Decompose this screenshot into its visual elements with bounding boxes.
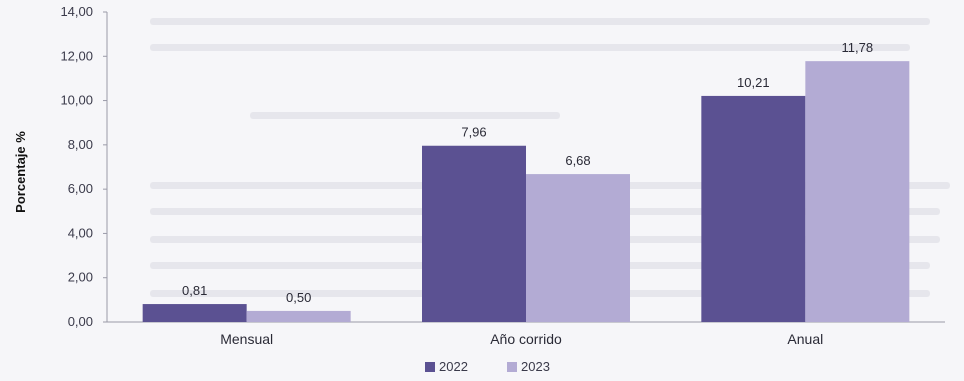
y-tick-label: 8,00 xyxy=(68,137,93,152)
y-axis-ticks: 0,00 2,00 4,00 6,00 8,00 10,00 12,00 14,00 xyxy=(60,4,107,329)
x-category-label: Año corrido xyxy=(490,331,562,347)
data-label: 11,78 xyxy=(842,40,874,55)
background-text-line xyxy=(150,44,910,51)
y-tick-label: 0,00 xyxy=(68,314,93,329)
x-category-label: Anual xyxy=(787,331,823,347)
data-label: 0,50 xyxy=(286,290,311,305)
legend-label: 2023 xyxy=(521,359,550,374)
bar-2022-1 xyxy=(422,145,526,322)
legend-label: 2022 xyxy=(439,359,468,374)
data-label: 0,81 xyxy=(182,283,207,298)
y-tick-label: 6,00 xyxy=(68,181,93,196)
y-tick-label: 10,00 xyxy=(60,93,93,108)
data-label: 6,68 xyxy=(565,153,590,168)
background-text-line xyxy=(250,112,560,119)
y-tick-label: 12,00 xyxy=(60,48,93,63)
bar-2022-0 xyxy=(142,304,247,322)
y-axis-title: Porcentaje % xyxy=(13,131,28,213)
bar-2023-0 xyxy=(246,310,351,322)
legend-swatch-2022 xyxy=(425,362,435,372)
bar-2022-2 xyxy=(701,95,806,323)
data-label: 7,96 xyxy=(461,125,486,140)
category-labels-group: Mensual Año corrido Anual xyxy=(220,331,823,347)
bars-group xyxy=(142,61,910,323)
y-tick-label: 4,00 xyxy=(68,225,93,240)
data-label: 10,21 xyxy=(737,75,770,90)
legend-swatch-2023 xyxy=(507,362,517,372)
bar-2023-2 xyxy=(805,61,910,323)
y-tick-label: 14,00 xyxy=(60,4,93,19)
data-labels-group: 0,81 0,50 7,96 6,68 10,21 11,78 xyxy=(182,40,873,305)
legend: 2022 2023 xyxy=(425,359,550,374)
x-category-label: Mensual xyxy=(220,331,273,347)
background-text-line xyxy=(150,18,930,25)
bar-2023-1 xyxy=(526,174,630,322)
y-tick-label: 2,00 xyxy=(68,270,93,285)
